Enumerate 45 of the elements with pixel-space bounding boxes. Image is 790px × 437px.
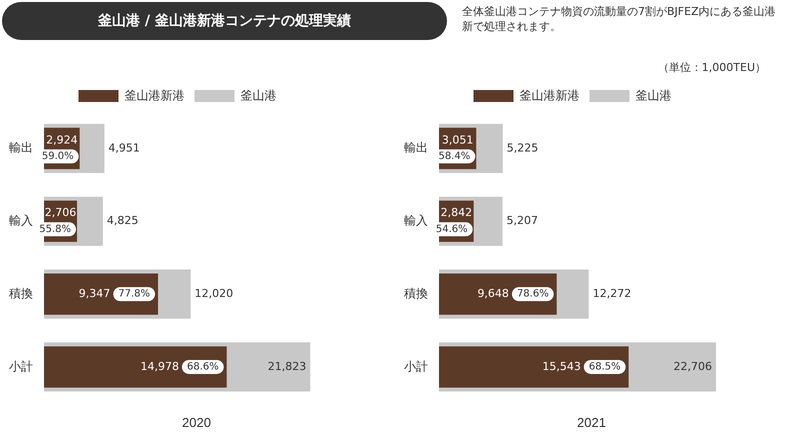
- chart-subtitle: 全体釜山港コンテナ物資の流動量の7割がBJFEZ内にある釜山港新で処理されます。: [462, 4, 777, 34]
- y-tick-label: 積換: [404, 286, 428, 300]
- legend-label: 釜山港: [636, 88, 672, 102]
- data-label: 5,225: [506, 141, 538, 154]
- bar: [439, 346, 629, 388]
- y-tick-label: 輸出: [9, 140, 33, 155]
- y-tick-label: 輸出: [404, 140, 428, 155]
- legend-label: 釜山港新港: [124, 88, 184, 102]
- annotation: 58.4%: [438, 151, 470, 162]
- annotation: 78.6%: [516, 288, 549, 300]
- x-axis-title: 2020: [182, 414, 211, 430]
- y-tick-label: 輸入: [404, 214, 428, 228]
- annotation: 55.8%: [39, 224, 72, 235]
- chart-title: 釜山港 / 釜山港新港コンテナの処理実績: [2, 2, 447, 40]
- data-label: 22,706: [674, 360, 712, 373]
- data-label: 9,347: [78, 286, 110, 300]
- data-label: 2,842: [440, 206, 472, 220]
- annotation: 59.0%: [42, 151, 74, 162]
- annotation: 54.6%: [436, 224, 468, 235]
- data-label: 2,706: [44, 206, 76, 220]
- bar: [44, 346, 227, 388]
- bar: [439, 273, 557, 315]
- data-label: 3,051: [442, 133, 474, 146]
- y-tick-label: 積換: [9, 286, 33, 300]
- y-tick-label: 小計: [404, 359, 428, 374]
- data-label: 12,272: [592, 286, 632, 300]
- annotation: 68.6%: [186, 362, 219, 373]
- legend-label: 釜山港新港: [520, 88, 580, 102]
- data-label: 9,648: [477, 286, 509, 300]
- y-tick-label: 小計: [9, 359, 33, 374]
- annotation: 68.5%: [588, 362, 621, 373]
- data-label: 5,207: [506, 214, 538, 228]
- data-label: 4,825: [106, 214, 138, 228]
- data-label: 12,020: [194, 286, 234, 300]
- legend-label: 釜山港: [240, 88, 276, 102]
- data-label: 2,924: [46, 133, 78, 146]
- annotation: 77.8%: [118, 288, 150, 300]
- data-label: 4,951: [108, 141, 140, 154]
- data-label: 14,978: [140, 360, 179, 373]
- data-label: 15,543: [542, 360, 581, 373]
- data-label: 21,823: [268, 360, 306, 373]
- text: （単位：1,000TEU）: [658, 60, 766, 75]
- bar: [44, 273, 158, 315]
- y-tick-label: 輸入: [9, 214, 33, 228]
- x-axis-title: 2021: [577, 414, 606, 430]
